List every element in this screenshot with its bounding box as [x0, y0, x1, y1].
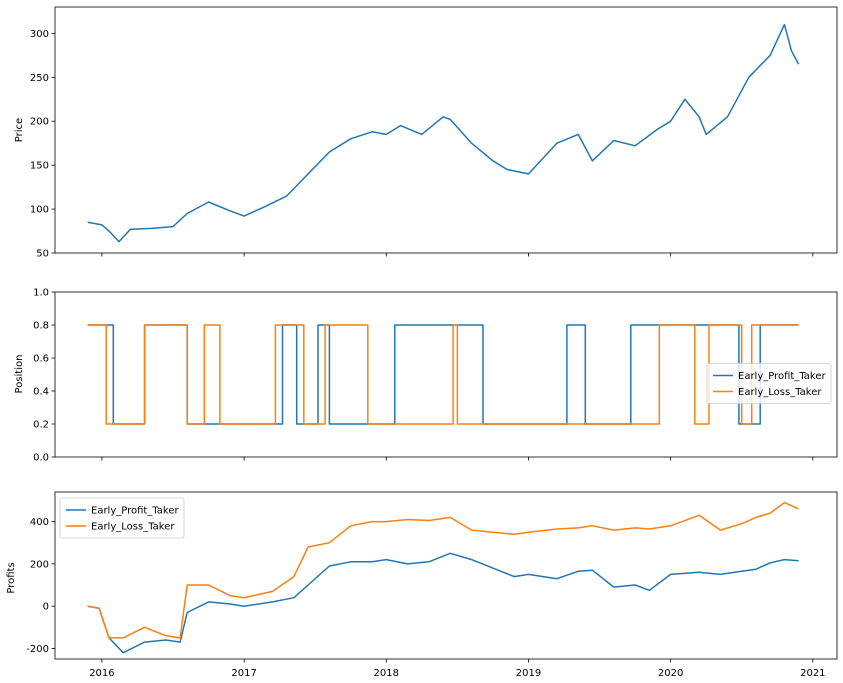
price-axes: Price 50 100 150 200 250 300: [14, 6, 838, 260]
y-tick-label: -200: [26, 644, 49, 655]
legend-label-early-profit-taker: Early_Profit_Taker: [91, 506, 180, 517]
y-tick-label: 0: [43, 602, 49, 613]
profits-ylabel: Profits: [6, 562, 17, 593]
y-tick-label: 250: [30, 73, 49, 84]
legend-label-early-loss-taker: Early_Loss_Taker: [738, 387, 822, 398]
x-tick-label: 2019: [516, 668, 541, 679]
axes-frame: [54, 291, 838, 458]
y-tick-label: 200: [30, 559, 49, 570]
axes-frame: [54, 491, 838, 660]
y-tick-label: 400: [30, 517, 49, 528]
position-ylabel: Position: [14, 355, 25, 394]
y-tick-label: 50: [36, 249, 49, 260]
x-tick-label: 2020: [658, 668, 683, 679]
axes-frame: [54, 6, 838, 254]
y-tick-label: 0.2: [33, 420, 49, 431]
profits-axes: Profits -200 0 200 400 2016 2017 2018 2019 2020 2…: [6, 491, 838, 679]
y-tick-label: 0.4: [33, 387, 49, 398]
series-line-price: [87, 23, 800, 243]
y-tick-label: 150: [30, 161, 49, 172]
legend: Early_Profit_Taker Early_Loss_Taker: [59, 497, 185, 539]
y-tick-label: 1.0: [33, 288, 49, 299]
series-line-early-loss-taker: [87, 501, 799, 639]
legend: Early_Profit_Taker Early_Loss_Taker: [706, 363, 832, 404]
legend-box: [706, 363, 832, 404]
y-tick-label: 0.6: [33, 354, 49, 365]
series-line-early-loss-taker: [87, 324, 799, 425]
y-tick-label: 200: [30, 117, 49, 128]
position-axes: Position 0.0 0.2 0.4 0.6 0.8 1.0 Early_Profit_…: [14, 288, 838, 464]
y-tick-label: 300: [30, 29, 49, 40]
price-ylabel: Price: [14, 118, 25, 142]
y-tick-label: 100: [30, 205, 49, 216]
legend-box: [59, 497, 185, 539]
y-tick-label: 0.0: [33, 453, 49, 464]
y-tick-label: 0.8: [33, 321, 49, 332]
legend-label-early-profit-taker: Early_Profit_Taker: [738, 371, 827, 382]
series-line-early-profit-taker: [87, 324, 799, 425]
x-tick-label: 2016: [89, 668, 114, 679]
x-tick-label: 2018: [374, 668, 399, 679]
series-line-early-profit-taker: [87, 552, 799, 654]
legend-label-early-loss-taker: Early_Loss_Taker: [91, 522, 175, 533]
x-tick-label: 2017: [231, 668, 256, 679]
x-tick-label: 2021: [800, 668, 825, 679]
